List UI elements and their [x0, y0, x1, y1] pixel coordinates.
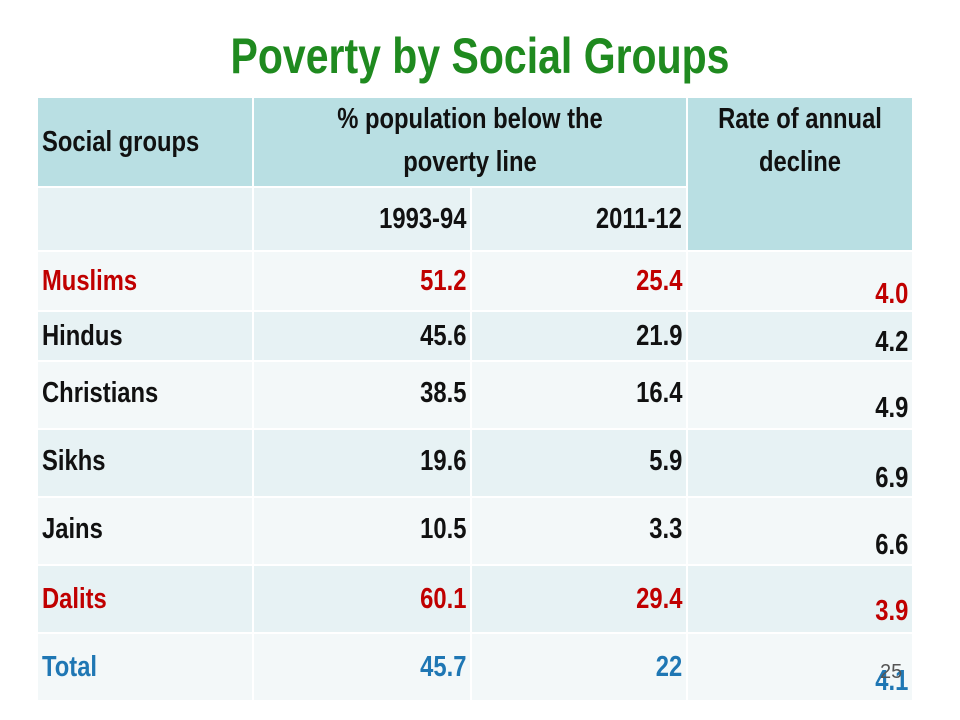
- table-cell-2011: 22: [472, 634, 686, 700]
- table-cell-1993: 60.1: [254, 566, 470, 632]
- table-row-group: Sikhs: [38, 430, 252, 496]
- table-cell-1993: 45.6: [254, 312, 470, 360]
- header-social-groups: Social groups: [38, 98, 252, 186]
- table-cell-2011: 16.4: [472, 362, 686, 428]
- table-row-group: Muslims: [38, 252, 252, 310]
- table-cell-2011: 3.3: [472, 498, 686, 564]
- header-population-below-poverty: % population below the poverty line: [254, 98, 686, 186]
- table-cell-decline: 4.1: [688, 634, 912, 700]
- table-cell-decline: 6.6: [688, 498, 912, 564]
- table-row-group: Total: [38, 634, 252, 700]
- table-cell-2011: 25.4: [472, 252, 686, 310]
- table-cell-decline: 3.9: [688, 566, 912, 632]
- table-cell-1993: 45.7: [254, 634, 470, 700]
- table-cell-1993: 10.5: [254, 498, 470, 564]
- table-cell-decline: 6.9: [688, 430, 912, 496]
- table-cell-2011: 29.4: [472, 566, 686, 632]
- table-cell-decline: 4.9: [688, 362, 912, 428]
- table-row-group: Christians: [38, 362, 252, 428]
- table-cell-2011: 5.9: [472, 430, 686, 496]
- page-number: 25: [880, 661, 903, 683]
- slide-title: Poverty by Social Groups: [230, 28, 730, 84]
- table-cell-2011: 21.9: [472, 312, 686, 360]
- table-cell-1993: 38.5: [254, 362, 470, 428]
- header-rate-annual-decline: Rate of annual decline: [688, 98, 912, 250]
- table-cell-decline: 4.0: [688, 252, 912, 310]
- header-year-2011-12: 2011-12: [472, 188, 686, 250]
- table-row-group: Jains: [38, 498, 252, 564]
- table-row-group: Hindus: [38, 312, 252, 360]
- table-row-group: Dalits: [38, 566, 252, 632]
- header-empty-cell: [38, 188, 252, 250]
- table-cell-1993: 51.2: [254, 252, 470, 310]
- table-cell-decline: 4.2: [688, 312, 912, 360]
- table-cell-1993: 19.6: [254, 430, 470, 496]
- header-year-1993-94: 1993-94: [254, 188, 470, 250]
